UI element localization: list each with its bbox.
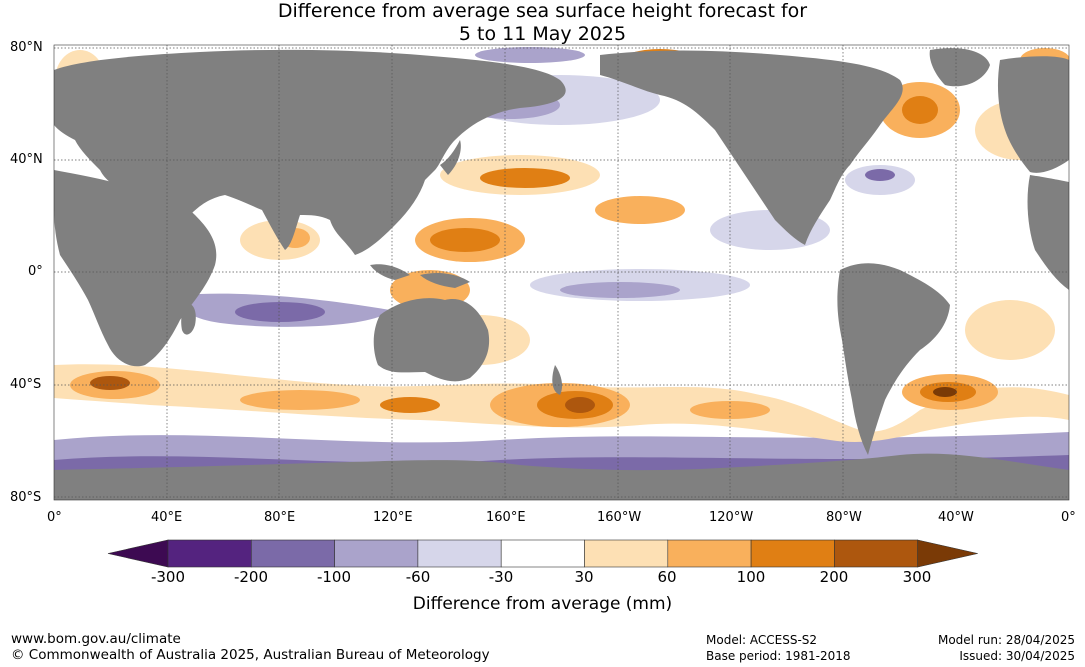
lon-label-40w: 40°W	[938, 510, 974, 525]
colorbar-tick: -60	[405, 568, 431, 586]
colorbar-tick: 30	[574, 568, 594, 586]
title-line-2: 5 to 11 May 2025	[458, 23, 627, 45]
lat-label-0: 0°	[28, 264, 43, 279]
footer-issued: Issued: 30/04/2025	[959, 649, 1075, 663]
colorbar-tick: -200	[233, 568, 269, 586]
colorbar-segment	[417, 539, 502, 568]
lon-label-80e: 80°E	[264, 510, 296, 525]
graticule	[54, 45, 1069, 500]
lat-label-40s: 40°S	[10, 377, 42, 392]
colorbar-extend-high	[917, 539, 978, 568]
colorbar-segment	[750, 539, 835, 568]
lon-label-0-left: 0°	[47, 510, 62, 525]
footer-url: www.bom.gov.au/climate	[11, 631, 181, 647]
colorbar-title: Difference from average (mm)	[412, 594, 673, 614]
footer-model: Model: ACCESS-S2	[706, 633, 818, 647]
lat-label-80n: 80°N	[10, 40, 43, 55]
lon-label-40e: 40°E	[151, 510, 183, 525]
lon-label-160w: 160°W	[597, 510, 642, 525]
colorbar-tick: 300	[902, 568, 932, 586]
colorbar-segment	[834, 539, 919, 568]
colorbar-segment	[251, 539, 335, 568]
colorbar-segment	[667, 539, 752, 568]
map-frame	[53, 44, 1070, 501]
land-masses	[54, 48, 1069, 500]
colorbar-segment	[167, 539, 252, 568]
colorbar-tick: -30	[488, 568, 514, 586]
colorbar-tick: 60	[657, 568, 677, 586]
lon-label-120e: 120°E	[373, 510, 413, 525]
lon-label-0-right: 0°	[1061, 510, 1076, 525]
colorbar-tick: 200	[819, 568, 849, 586]
colorbar-extend-low	[107, 539, 169, 568]
lat-label-40n: 40°N	[10, 152, 43, 167]
colorbar	[107, 539, 978, 568]
footer-copyright: © Commonwealth of Australia 2025, Austra…	[11, 647, 490, 663]
colorbar-segment	[334, 539, 419, 568]
lon-label-80w: 80°W	[826, 510, 862, 525]
colorbar-tick: -100	[316, 568, 352, 586]
colorbar-segment	[584, 539, 669, 568]
colorbar-tick: -300	[150, 568, 186, 586]
lat-label-80s: 80°S	[10, 490, 42, 505]
lon-label-120w: 120°W	[709, 510, 754, 525]
colorbar-tick: 100	[736, 568, 766, 586]
map-title: Difference from average sea surface heig…	[0, 0, 1085, 46]
footer-base-period: Base period: 1981-2018	[706, 649, 851, 663]
lon-label-160e: 160°E	[486, 510, 526, 525]
colorbar-segment	[500, 539, 585, 568]
title-line-1: Difference from average sea surface heig…	[277, 0, 808, 22]
footer-model-run: Model run: 28/04/2025	[937, 633, 1075, 647]
